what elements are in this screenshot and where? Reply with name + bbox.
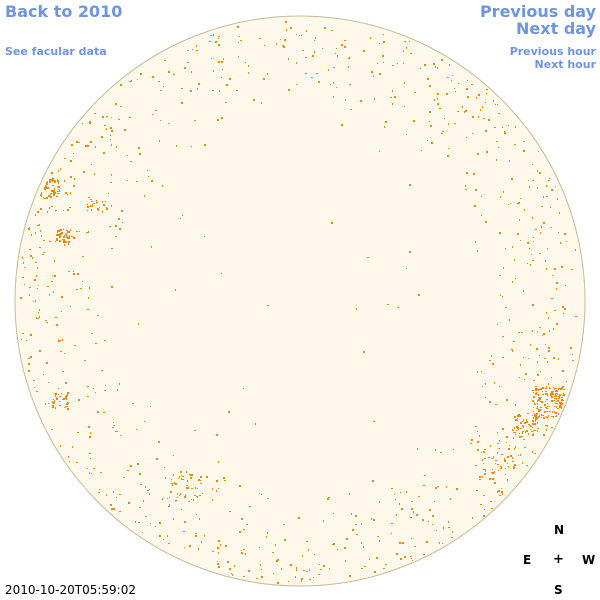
observation-timestamp: 2010-10-20T05:59:02 — [5, 583, 136, 597]
compass-north-label: N — [554, 523, 565, 537]
compass-east-label: E — [523, 553, 532, 567]
previous-hour-link[interactable]: Previous hour — [509, 45, 596, 58]
next-day-link[interactable]: Next day — [516, 19, 596, 38]
previous-day-link[interactable]: Previous day — [479, 2, 596, 21]
back-to-year-link[interactable]: Back to 2010 — [5, 2, 123, 21]
solar-disk — [14, 15, 586, 587]
compass-west-label: W — [582, 553, 596, 567]
see-facular-data-link[interactable]: See facular data — [5, 45, 107, 58]
compass-center-icon: + — [553, 552, 564, 567]
compass-south-label: S — [554, 583, 563, 597]
next-hour-link[interactable]: Next hour — [534, 58, 597, 71]
faculae-layer — [20, 21, 577, 584]
